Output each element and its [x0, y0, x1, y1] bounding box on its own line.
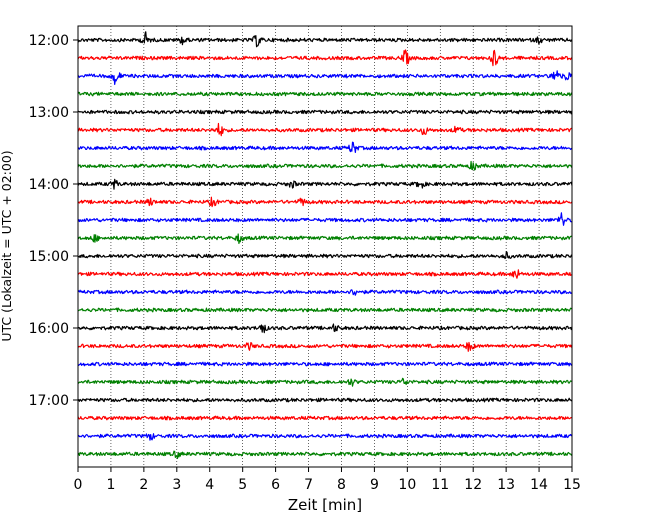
- x-tick-label-12: 12: [464, 477, 482, 493]
- trace-1745: [77, 450, 573, 460]
- trace-1415: [77, 196, 573, 208]
- trace-1345: [77, 160, 573, 171]
- x-tick-label-2: 2: [139, 477, 148, 493]
- x-tick-label-10: 10: [398, 477, 416, 493]
- trace-1330: [77, 141, 573, 154]
- y-tick-label-1700: 17:00: [29, 393, 69, 409]
- x-tick-label-15: 15: [563, 477, 581, 493]
- x-tick-label-3: 3: [172, 477, 181, 493]
- x-tick-label-6: 6: [271, 477, 280, 493]
- trace-1400: [77, 178, 573, 190]
- x-tick-label-8: 8: [337, 477, 346, 493]
- x-tick-label-14: 14: [530, 477, 548, 493]
- trace-1715: [77, 415, 573, 421]
- trace-1230: [77, 70, 573, 86]
- trace-1245: [77, 91, 573, 97]
- trace-1600: [77, 323, 573, 334]
- trace-1315: [77, 122, 573, 137]
- trace-1645: [77, 377, 573, 387]
- trace-1500: [77, 250, 573, 260]
- y-tick-label-1300: 13:00: [29, 105, 69, 121]
- y-tick-label-1400: 14:00: [29, 177, 69, 193]
- x-tick-label-9: 9: [370, 477, 379, 493]
- y-axis: 12:00 13:00 14:00 15:00 16:00 17:00: [29, 33, 78, 409]
- x-axis-title: Zeit [min]: [288, 496, 362, 514]
- x-tick-label-7: 7: [304, 477, 313, 493]
- trace-1730: [77, 433, 573, 441]
- trace-1430: [77, 212, 573, 226]
- x-tick-label-13: 13: [497, 477, 515, 493]
- x-tick-label-1: 1: [106, 477, 115, 493]
- y-tick-label-1500: 15:00: [29, 249, 69, 265]
- trace-1545: [77, 307, 573, 313]
- x-tick-label-5: 5: [238, 477, 247, 493]
- trace-1615: [77, 341, 573, 352]
- trace-1200: [77, 31, 573, 48]
- x-tick-label-0: 0: [74, 477, 83, 493]
- trace-1530: [77, 289, 573, 296]
- y-tick-label-1200: 12:00: [29, 33, 69, 49]
- x-tick-label-4: 4: [205, 477, 214, 493]
- y-tick-label-1600: 16:00: [29, 321, 69, 337]
- trace-1445: [77, 233, 573, 245]
- y-axis-title: UTC (Lokalzeit = UTC + 02:00): [0, 150, 14, 341]
- x-axis: 0 1 2 3 4 5 6 7 8 9 10 11 12 13 14 15: [74, 467, 581, 493]
- plot-frame: [77, 25, 573, 468]
- trace-1515: [77, 269, 573, 279]
- seismic-traces: [77, 31, 573, 460]
- x-tick-label-11: 11: [431, 477, 449, 493]
- trace-1700: [77, 397, 573, 403]
- trace-1215: [77, 49, 573, 67]
- trace-1300: [77, 109, 573, 115]
- trace-1630: [77, 361, 573, 367]
